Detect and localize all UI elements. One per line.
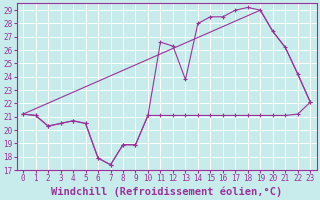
X-axis label: Windchill (Refroidissement éolien,°C): Windchill (Refroidissement éolien,°C) — [51, 186, 282, 197]
